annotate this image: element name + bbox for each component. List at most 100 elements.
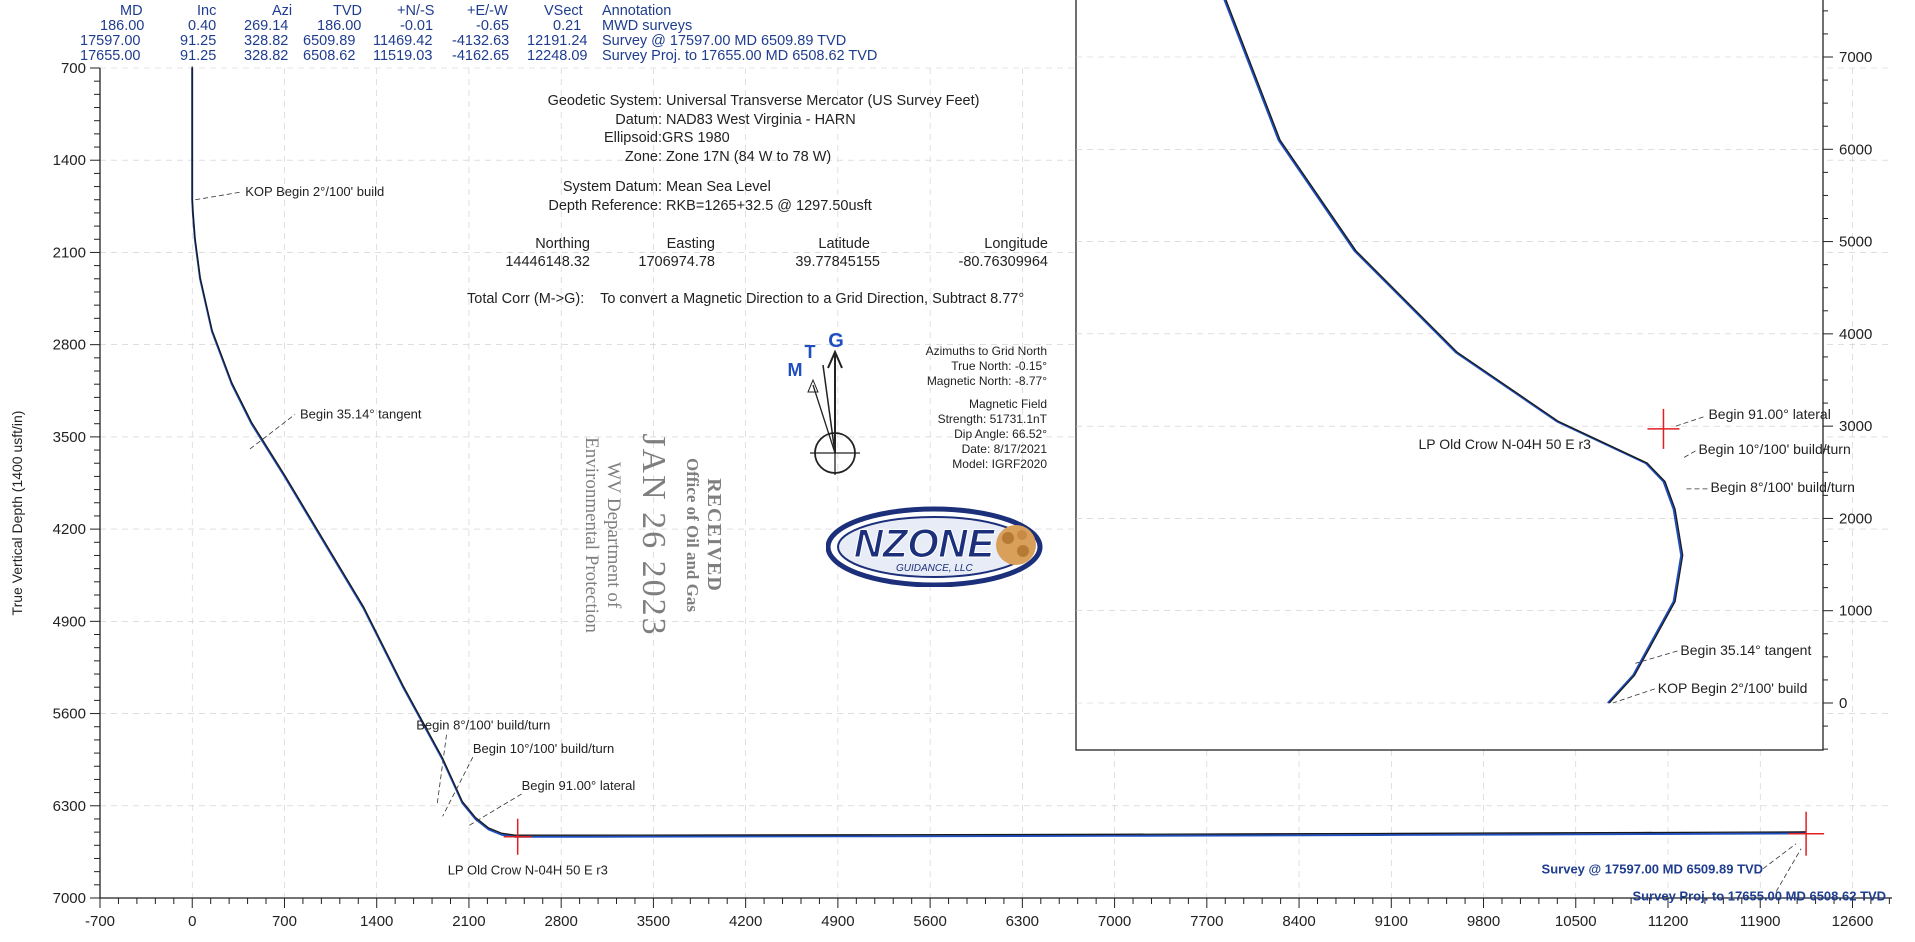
azimuth-line: Magnetic North: -8.77° <box>926 374 1047 388</box>
marker-label: KOP Begin 2°/100' build <box>1658 680 1808 696</box>
y-tick-label: 6300 <box>53 798 86 815</box>
cell-vsect: 12191.24 <box>527 33 588 49</box>
marker-label: Begin 10°/100' build/turn <box>1698 441 1850 457</box>
ellipsoid-label: Ellipsoid: <box>603 130 662 146</box>
y-tick-label: 1400 <box>53 152 86 169</box>
x-tick-label: 3500 <box>637 913 670 930</box>
marker-label: Begin 91.00° lateral <box>522 778 636 793</box>
y-tick-label: 700 <box>61 60 86 77</box>
magnetic-north-arrow-head <box>807 378 819 393</box>
cell-annotation: Survey Proj. to 17655.00 MD 6508.62 TVD <box>602 48 878 64</box>
azimuth-line: Dip Angle: 66.52° <box>954 427 1047 441</box>
cell-vsect: 0.21 <box>553 18 582 34</box>
x-tick-label: 7700 <box>1190 913 1223 930</box>
cell-ew: -4132.63 <box>452 33 510 49</box>
well-plan-path <box>191 66 1807 836</box>
cell-ns: 11519.03 <box>373 48 433 64</box>
y-tick-label: 2100 <box>53 244 86 261</box>
leader-line <box>1762 843 1797 870</box>
col-tvd: TVD <box>333 3 362 19</box>
marker-label: KOP Begin 2°/100' build <box>245 184 384 199</box>
total-correction-text: To convert a Magnetic Direction to a Gri… <box>600 291 1025 307</box>
depth-reference-label: Depth Reference: <box>548 197 662 214</box>
inset-y-tick-label: 2000 <box>1839 510 1872 527</box>
north-arrow-m: M <box>788 360 803 380</box>
x-tick-label: 700 <box>272 913 297 930</box>
datum-value: NAD83 West Virginia - HARN <box>666 111 856 128</box>
depth-reference-value: RKB=1265+32.5 @ 1297.50usft <box>666 197 872 214</box>
azimuth-line: Strength: 51731.1nT <box>937 412 1047 426</box>
north-arrow-g: G <box>828 330 844 352</box>
cell-inc: 0.40 <box>188 18 217 34</box>
cell-tvd: 186.00 <box>317 18 362 34</box>
stamp-line: RECEIVED <box>703 478 725 592</box>
inset-y-tick-label: 4000 <box>1839 326 1872 343</box>
inset-y-tick-label: 5000 <box>1839 234 1872 251</box>
geodetic-system: Universal Transverse Mercator (US Survey… <box>666 93 980 109</box>
y-tick-label: 4200 <box>53 521 86 538</box>
x-tick-label: 8400 <box>1282 913 1315 930</box>
marker-label: Begin 8°/100' build/turn <box>1710 479 1854 495</box>
x-tick-label: 7000 <box>1098 913 1131 930</box>
leader-line <box>1673 416 1704 428</box>
drill-bit-icon <box>996 525 1036 565</box>
marker-label: Begin 35.14° tangent <box>1680 642 1811 658</box>
inset-y-tick-label: 7000 <box>1839 49 1872 66</box>
x-tick-label: 0 <box>188 913 196 930</box>
azimuth-line: Model: IGRF2020 <box>952 457 1047 471</box>
true-north-arrow <box>822 364 836 454</box>
col-vsect: VSect <box>544 3 583 19</box>
stamp-line: Environmental Protection <box>581 437 602 633</box>
x-tick-label: 5600 <box>913 913 946 930</box>
azimuth-line: Azimuths to Grid North <box>925 344 1047 358</box>
y-axis-label: True Vertical Depth (1400 usft/in) <box>9 411 25 616</box>
cell-ns: 11469.42 <box>373 33 433 49</box>
azimuth-line: Magnetic Field <box>968 397 1047 411</box>
azimuth-info: Azimuths to Grid North True North: -0.15… <box>926 344 1047 472</box>
cell-inc: 91.25 <box>180 48 217 64</box>
total-correction-label: Total Corr (M->G): <box>467 291 585 307</box>
x-tick-label: 11900 <box>1740 913 1781 930</box>
col-md: MD <box>120 3 143 19</box>
x-tick-label: 4200 <box>729 913 762 930</box>
col-annotation: Annotation <box>602 3 672 19</box>
datum-label: Datum: <box>615 111 662 128</box>
ellipsoid-value: GRS 1980 <box>662 130 730 146</box>
marker-label: Begin 35.14° tangent <box>300 406 422 421</box>
received-stamp: RECEIVED Office of Oil and Gas JAN 26 20… <box>475 405 725 665</box>
leader-line <box>442 756 474 817</box>
cell-ns: -0.01 <box>400 18 434 34</box>
logo-text: NZONE <box>854 522 995 566</box>
stamp-line: Office of Oil and Gas <box>683 458 702 612</box>
cell-vsect: 12248.09 <box>527 48 588 64</box>
system-datum-label: System Datum: <box>562 179 662 195</box>
col-inc: Inc <box>197 3 217 19</box>
x-tick-label: -700 <box>85 913 115 930</box>
x-tick-label: 10500 <box>1555 913 1597 930</box>
marker-label: Begin 8°/100' build/turn <box>416 717 550 732</box>
x-tick-label: 2800 <box>544 913 577 930</box>
leader-line <box>195 191 243 201</box>
north-arrow-t: T <box>805 342 816 362</box>
zone-value: Zone 17N (84 W to 78 W) <box>666 148 832 165</box>
leader-line <box>1775 848 1802 892</box>
x-tick-label: 9100 <box>1375 913 1408 930</box>
cell-azi: 328.82 <box>244 33 289 49</box>
y-tick-label: 3500 <box>53 429 86 446</box>
x-tick-label: 4900 <box>821 913 854 930</box>
cell-tvd: 6509.89 <box>303 33 356 49</box>
geodetic-info: Geodetic System: Universal Transverse Me… <box>470 92 980 215</box>
azimuth-line: True North: -0.15° <box>951 359 1047 373</box>
inset-plan-path <box>1225 0 1684 704</box>
marker-label: LP Old Crow N-04H 50 E r3 <box>1418 436 1591 452</box>
longitude-value: -80.76309964 <box>958 254 1049 270</box>
x-tick-label: 9800 <box>1467 913 1500 930</box>
cell-annotation: Survey @ 17597.00 MD 6509.89 TVD <box>602 33 847 49</box>
geodetic-system-label: Geodetic System: <box>547 93 662 109</box>
coordinates-table: Northing Easting Latitude Longitude 1444… <box>490 235 1050 271</box>
x-tick-label: 12600 <box>1832 913 1874 930</box>
cell-ew: -0.65 <box>476 18 510 34</box>
marker-label: Begin 91.00° lateral <box>1708 406 1830 422</box>
grid-north-arrow-head <box>827 349 843 369</box>
